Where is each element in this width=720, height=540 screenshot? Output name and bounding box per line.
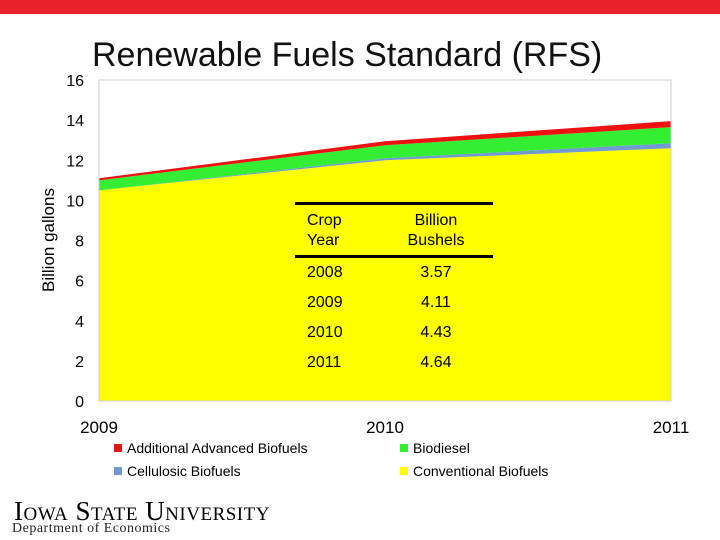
legend-swatch bbox=[400, 467, 408, 475]
legend-label: Biodiesel bbox=[413, 440, 470, 456]
isu-logo: Iowa State University bbox=[14, 496, 270, 527]
table-row: 2009 4.11 bbox=[295, 288, 493, 318]
table-cell-bushels: 3.57 bbox=[420, 264, 452, 281]
legend-swatch bbox=[114, 444, 122, 452]
y-tick-label: 16 bbox=[66, 73, 84, 90]
table-cell-year: 2008 bbox=[307, 264, 343, 281]
table-cell-year: 2009 bbox=[307, 294, 343, 311]
legend-swatch bbox=[400, 444, 408, 452]
crop-table: Crop Year Billion Bushels 2008 3.57 2009… bbox=[295, 202, 493, 378]
y-tick-label: 8 bbox=[75, 234, 84, 251]
area-biodiesel bbox=[99, 127, 671, 191]
top-accent-bar bbox=[0, 0, 720, 14]
isu-logo-text: Iowa State University bbox=[14, 496, 270, 526]
y-tick-label: 6 bbox=[75, 274, 84, 291]
x-tick-label: 2009 bbox=[80, 418, 118, 437]
y-axis-label: Billion gallons bbox=[39, 188, 58, 292]
table-row: 2008 3.57 bbox=[295, 257, 493, 289]
area-conventional-biofuels bbox=[99, 148, 671, 401]
y-tick-label: 4 bbox=[75, 314, 84, 331]
y-tick-label: 14 bbox=[66, 113, 84, 130]
y-tick-label: 10 bbox=[66, 193, 84, 210]
col-header-crop-year: Crop Year bbox=[295, 202, 379, 258]
y-tick-label: 12 bbox=[66, 153, 84, 170]
legend-label: Additional Advanced Biofuels bbox=[127, 440, 308, 456]
y-tick-label: 2 bbox=[75, 354, 84, 371]
x-tick-label: 2011 bbox=[653, 418, 690, 437]
plot-frame bbox=[98, 79, 672, 402]
legend-label: Conventional Biofuels bbox=[413, 463, 548, 479]
area-cellulosic-biofuels bbox=[99, 143, 671, 191]
footer bbox=[0, 488, 720, 540]
col-header-billion-bushels: Billion Bushels bbox=[378, 202, 493, 258]
table-row: 2011 4.64 bbox=[295, 348, 493, 378]
page-title: Renewable Fuels Standard (RFS) bbox=[92, 36, 603, 74]
department-label: Department of Economics bbox=[12, 521, 171, 536]
legend-swatch bbox=[114, 467, 122, 475]
table-cell-year: 2010 bbox=[307, 324, 343, 341]
table-row: 2010 4.43 bbox=[295, 318, 493, 348]
y-tick-label: 0 bbox=[75, 394, 84, 411]
x-tick-label: 2010 bbox=[366, 418, 404, 437]
table-header-row: Crop Year Billion Bushels bbox=[295, 202, 493, 258]
table-cell-bushels: 4.11 bbox=[421, 294, 451, 311]
table-cell-bushels: 4.64 bbox=[420, 354, 452, 371]
area-additional-advanced-biofuels bbox=[99, 121, 671, 181]
legend-label: Cellulosic Biofuels bbox=[127, 463, 241, 479]
table-cell-year: 2011 bbox=[307, 354, 342, 371]
table-cell-bushels: 4.43 bbox=[420, 324, 452, 341]
